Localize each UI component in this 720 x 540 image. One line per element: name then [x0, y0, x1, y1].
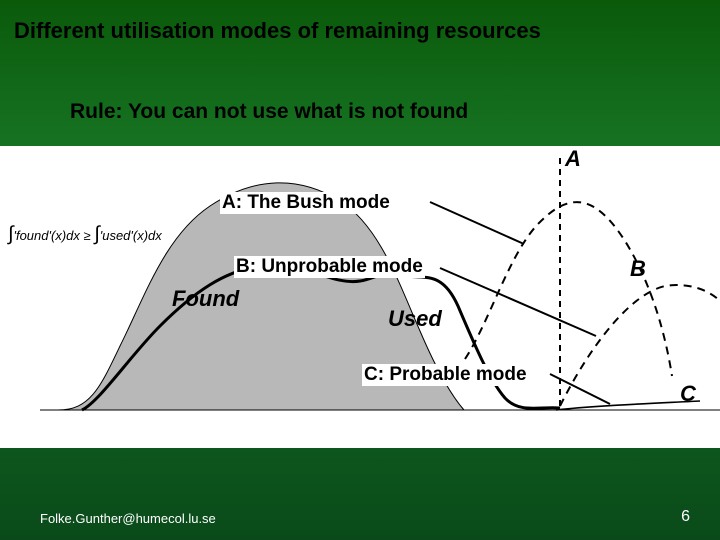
curve-a-label: A: [565, 146, 581, 172]
mode-c-label: C: Probable mode: [362, 364, 529, 386]
found-curve-label: Found: [172, 286, 239, 312]
page-title: Different utilisation modes of remaining…: [14, 18, 541, 44]
curve-c-label: C: [680, 381, 696, 407]
rule-text: Rule: You can not use what is not found: [70, 100, 468, 124]
used-curve-label: Used: [388, 306, 442, 332]
footer-email: Folke.Gunther@humecol.lu.se: [40, 511, 216, 526]
resource-chart: A: The Bush mode B: Unprobable mode C: P…: [0, 146, 720, 448]
mode-b-label: B: Unprobable mode: [234, 256, 425, 278]
curve-b-label: B: [630, 256, 646, 282]
integral-expression: ∫'found'(x)dx ≥ ∫'used'(x)dx: [6, 221, 164, 248]
mode-a-label: A: The Bush mode: [220, 192, 392, 214]
page-number: 6: [681, 508, 690, 526]
